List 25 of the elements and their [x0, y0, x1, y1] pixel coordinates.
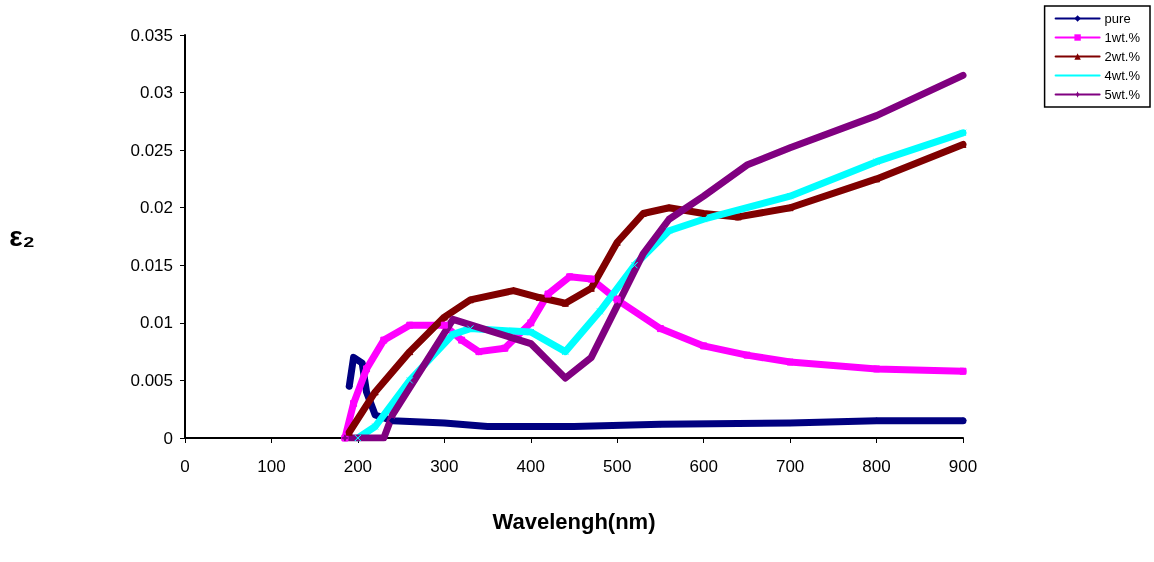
x-tick-label: 400: [516, 457, 545, 476]
x-tick-label: 600: [689, 457, 718, 476]
x-tick-label: 200: [343, 457, 373, 476]
y-tick-label: 0.03: [139, 83, 173, 103]
y-tick-label: 0.01: [139, 313, 173, 333]
x-tick-label: 700: [775, 457, 805, 476]
y-tick-label: 0: [163, 428, 173, 448]
legend-label: 1wt.%: [1104, 30, 1141, 45]
legend-label: 4wt.%: [1104, 68, 1141, 83]
x-tick-label: 100: [257, 457, 286, 476]
legend-label: 2wt.%: [1104, 49, 1141, 64]
y-tick-label: 0.005: [130, 370, 173, 390]
x-axis-title: Wavelengh(nm): [492, 508, 656, 534]
x-tick-label: 0: [180, 457, 190, 476]
x-tick-label: 500: [603, 457, 632, 476]
y-tick-label: 0.02: [139, 198, 173, 218]
x-tick-label: 800: [862, 457, 891, 476]
legend-label: 5wt.%: [1104, 87, 1141, 102]
y-tick-label: 0.015: [130, 255, 173, 275]
x-tick-label: 900: [948, 457, 978, 476]
x-tick-label: 300: [430, 457, 459, 476]
y-tick-label: 0.035: [130, 25, 173, 45]
legend-label: pure: [1104, 11, 1131, 26]
y-axis-title: ε₂: [9, 221, 35, 252]
y-tick-label: 0.025: [130, 140, 173, 160]
